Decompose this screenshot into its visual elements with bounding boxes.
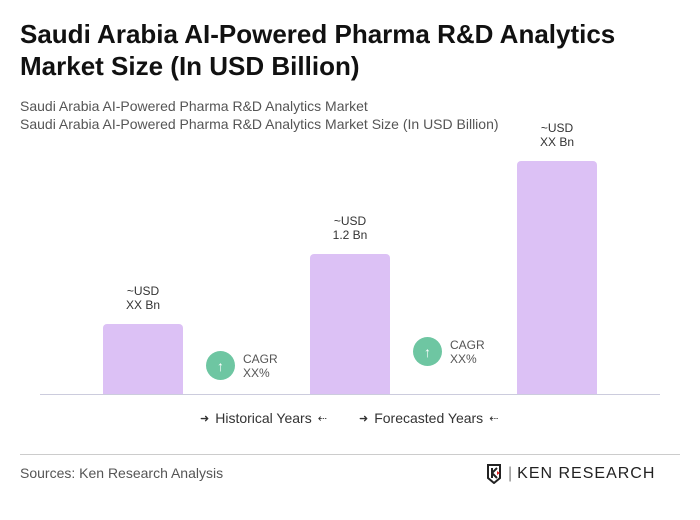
ken-research-logo: | KEN RESEARCH [486,464,655,484]
cagr-badge-1: ↑ CAGR XX% [206,351,278,380]
bar [103,324,183,394]
legend-label: Historical Years [215,410,312,426]
subtitle: Saudi Arabia AI-Powered Pharma R&D Analy… [20,98,368,114]
cagr-value: XX% [243,365,270,380]
divider [20,454,680,455]
arrow-left-icon: ⇠ [317,412,327,425]
arrow-right-icon: ➜ [359,412,369,425]
legend-historical: ➜ Historical Years ⇠ [200,410,327,426]
legend-forecasted: ➜ Forecasted Years ⇠ [359,410,498,426]
arrow-left-icon: ⇠ [489,412,499,425]
cagr-badge-2: ↑ CAGR XX% [413,337,485,366]
sources: Sources: Ken Research Analysis [20,465,224,481]
logo-icon [487,464,501,484]
arrow-right-icon: ➜ [200,412,210,425]
arrow-up-icon: ↑ [206,351,235,380]
page-title: Saudi Arabia AI-Powered Pharma R&D Analy… [20,19,616,81]
bar [517,160,597,394]
bar [310,254,390,394]
logo-text: KEN RESEARCH [517,465,656,482]
cagr-value: XX% [450,351,477,366]
x-axis [40,394,660,395]
data-label: ~USD XX Bn [539,120,575,149]
arrow-up-icon: ↑ [413,337,442,366]
cagr-label: CAGR [450,337,485,352]
subtitle-2: Saudi Arabia AI-Powered Pharma R&D Analy… [20,116,499,132]
data-label: ~USD 1.2 Bn [332,214,368,242]
cagr-label: CAGR [243,351,278,366]
data-label: ~USD XX Bn [125,284,161,312]
legend-label: Forecasted Years [374,410,484,426]
